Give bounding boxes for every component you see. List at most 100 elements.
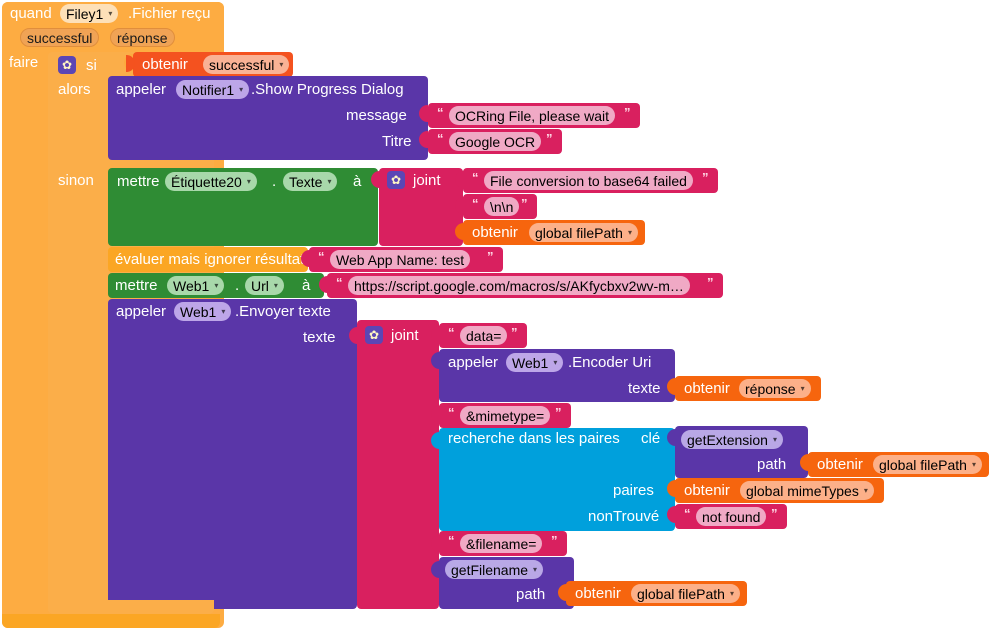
notifier-method-label: .Show Progress Dialog: [251, 81, 404, 98]
chevron-down-icon: ▾: [273, 280, 278, 290]
text-value-mimetype-param[interactable]: &mimetype=: [460, 406, 551, 425]
open-quote: “: [448, 325, 455, 340]
evaluate-but-ignore-block[interactable]: [108, 247, 308, 272]
join2-item1-socket: [431, 326, 440, 343]
setter-component-name: Étiquette20: [171, 173, 242, 190]
text-value-newlines[interactable]: \n\n: [484, 197, 520, 216]
join1-item1-socket: [455, 171, 464, 188]
evaluate-ignore-label: évaluer mais ignorer résultat: [115, 251, 305, 268]
set-web-url-set-label: mettre: [115, 277, 158, 294]
get-global-filepath-label-1: obtenir: [472, 224, 518, 241]
close-quote: ”: [624, 105, 631, 120]
web-post-component-dropdown[interactable]: Web1 ▾: [174, 302, 232, 321]
text-value-filename-param[interactable]: &filename=: [460, 534, 543, 553]
set-web-url-component-dropdown[interactable]: Web1 ▾: [167, 276, 225, 295]
chevron-down-icon: ▾: [108, 8, 113, 18]
text-value-data-param[interactable]: data=: [460, 326, 508, 345]
dict-pairs-arg-label: paires: [613, 482, 654, 499]
setter-property-dropdown[interactable]: Texte ▾: [283, 172, 338, 191]
notifier-arg-message-label: message: [346, 107, 407, 124]
open-quote: “: [472, 196, 479, 211]
set-web-url-property-dropdown[interactable]: Url ▾: [245, 276, 284, 295]
if-label: si: [86, 57, 97, 74]
web-post-method-label: .Envoyer texte: [235, 303, 331, 320]
getextension-arg-socket: [800, 454, 809, 471]
event-param-reponse-label: réponse: [117, 29, 168, 46]
open-quote: “: [684, 506, 691, 521]
call-notifier-show-progress-dialog[interactable]: [108, 76, 428, 160]
setter-dot: .: [272, 173, 277, 190]
call-web1-post-text-block[interactable]: [108, 299, 357, 609]
chevron-down-icon: ▾: [863, 485, 868, 495]
uri-encode-arg-socket: [667, 378, 676, 395]
get-successful-plug: [126, 55, 135, 72]
event-param-reponse[interactable]: réponse: [110, 28, 175, 47]
getfilename-arg-label: path: [516, 586, 546, 603]
chevron-down-icon: ▾: [800, 383, 805, 393]
setter-to-label: à: [353, 173, 362, 190]
get-global-filepath-dropdown-1[interactable]: global filePath ▾: [529, 223, 638, 242]
text-value-conversion-failed[interactable]: File conversion to base64 failed: [484, 171, 693, 190]
uri-encode-method-label: .Encoder Uri: [568, 354, 652, 371]
join2-mutator-gear-icon[interactable]: ✿: [365, 326, 383, 344]
set-web-url-value-socket: [319, 276, 328, 293]
setter-component-dropdown[interactable]: Étiquette20 ▾: [165, 172, 257, 191]
chevron-down-icon: ▾: [221, 306, 226, 316]
event-block-bottom-bar: [2, 614, 220, 628]
get-global-filepath-dropdown-3[interactable]: global filePath ▾: [631, 584, 740, 603]
close-quote: ”: [555, 405, 562, 420]
then-label: alors: [58, 81, 91, 98]
dictionary-lookup-block[interactable]: [439, 428, 675, 531]
getextension-proc-dropdown[interactable]: getExtension ▾: [681, 430, 783, 449]
join-block-post-payload[interactable]: [357, 320, 439, 609]
close-quote: ”: [511, 325, 518, 340]
text-value-ocring-file[interactable]: OCRing File, please wait: [449, 106, 616, 125]
dict-notfound-socket: [667, 506, 676, 523]
event-do-label: faire: [9, 54, 39, 71]
get-global-filepath-dropdown-2[interactable]: global filePath ▾: [873, 455, 982, 474]
notifier-titre-socket: [419, 131, 428, 148]
get-successful-variable-dropdown[interactable]: successful ▾: [203, 55, 290, 74]
chevron-down-icon: ▾: [214, 280, 219, 290]
text-value-google-ocr[interactable]: Google OCR: [449, 132, 542, 151]
chevron-down-icon: ▾: [772, 434, 777, 444]
chevron-down-icon: ▾: [533, 564, 538, 574]
join-mutator-gear-icon[interactable]: ✿: [387, 171, 405, 189]
getfilename-proc-dropdown[interactable]: getFilename ▾: [445, 560, 544, 579]
if-mutator-gear-icon[interactable]: ✿: [58, 56, 76, 74]
chevron-down-icon: ▾: [246, 176, 251, 186]
join2-item2-socket: [431, 352, 440, 369]
open-quote: “: [336, 275, 343, 290]
notifier-call-label: appeler: [116, 81, 167, 98]
event-when-label: quand: [10, 5, 52, 22]
open-quote: “: [448, 405, 455, 420]
text-value-webappname[interactable]: Web App Name: test: [330, 250, 471, 269]
dict-key-arg-label: clé: [641, 430, 661, 447]
get-successful-label: obtenir: [142, 56, 188, 73]
open-quote: “: [472, 170, 479, 185]
close-quote: ”: [702, 170, 709, 185]
event-param-successful-label: successful: [27, 29, 93, 46]
chevron-down-icon: ▾: [239, 84, 244, 94]
text-value-script-url[interactable]: https://script.google.com/macros/s/AKfyc…: [348, 276, 690, 295]
setter-set-label: mettre: [117, 173, 160, 190]
event-component-dropdown[interactable]: Filey1 ▾: [60, 4, 119, 23]
get-global-mimetypes-dropdown[interactable]: global mimeTypes ▾: [740, 481, 874, 500]
dict-notfound-arg-label: nonTrouvé: [588, 508, 660, 525]
chevron-down-icon: ▾: [627, 227, 632, 237]
dict-key-socket: [667, 429, 676, 446]
open-quote: “: [448, 533, 455, 548]
event-name-label: .Fichier reçu: [128, 5, 211, 22]
notifier-component-dropdown[interactable]: Notifier1 ▾: [176, 80, 250, 99]
chevron-down-icon: ▾: [327, 176, 332, 186]
uri-encode-arg-label: texte: [628, 380, 661, 397]
set-web-url-dot: .: [235, 277, 240, 294]
close-quote: ”: [551, 533, 558, 548]
event-param-successful[interactable]: successful: [20, 28, 100, 47]
open-quote: “: [318, 249, 325, 264]
join2-item3-socket: [431, 406, 440, 423]
get-reponse-dropdown[interactable]: réponse ▾: [739, 379, 811, 398]
text-value-not-found[interactable]: not found: [696, 507, 767, 526]
uri-encode-component-dropdown[interactable]: Web1 ▾: [506, 353, 564, 372]
